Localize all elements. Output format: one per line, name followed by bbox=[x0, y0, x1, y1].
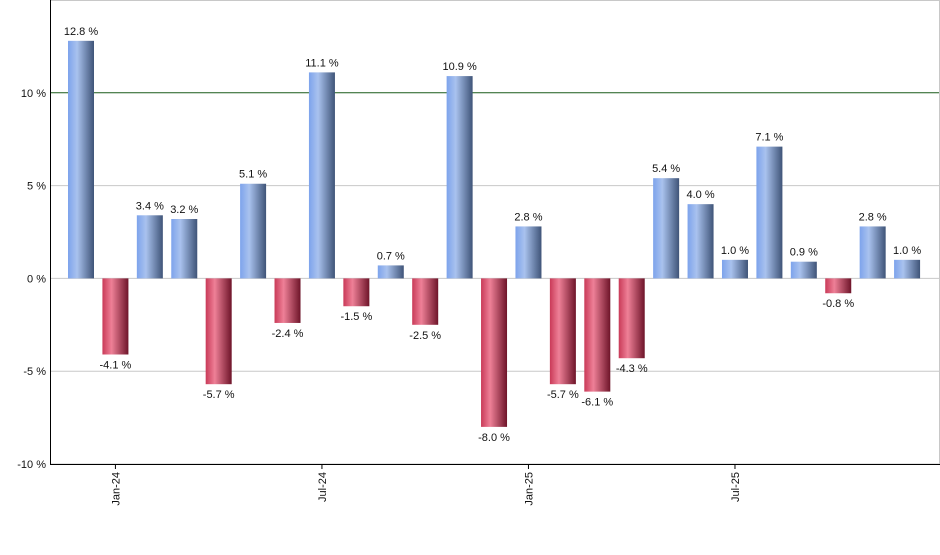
bar bbox=[240, 183, 267, 279]
x-tick-label: Jul-25 bbox=[730, 472, 742, 502]
data-label: 5.4 % bbox=[652, 163, 680, 175]
bar bbox=[687, 204, 714, 279]
data-label: 4.0 % bbox=[686, 189, 714, 201]
bar bbox=[205, 278, 232, 385]
bar bbox=[343, 278, 370, 307]
bar bbox=[171, 219, 198, 279]
data-label: 3.2 % bbox=[170, 204, 198, 216]
y-tick-label: 10 % bbox=[21, 88, 46, 100]
bar bbox=[584, 278, 611, 392]
bar bbox=[653, 178, 680, 279]
bar bbox=[756, 146, 783, 279]
bar bbox=[136, 215, 163, 279]
data-label: 2.8 % bbox=[859, 211, 887, 223]
bar bbox=[825, 278, 852, 294]
bar bbox=[549, 278, 576, 385]
bar bbox=[515, 226, 542, 279]
data-label: 0.7 % bbox=[377, 250, 405, 262]
data-label: 1.0 % bbox=[893, 245, 921, 257]
bar bbox=[377, 265, 404, 279]
data-label: 12.8 % bbox=[64, 26, 98, 38]
data-label: -2.4 % bbox=[272, 328, 304, 340]
bar bbox=[308, 72, 335, 279]
x-tick-label: Jan-25 bbox=[523, 472, 535, 506]
data-label: 2.8 % bbox=[514, 211, 542, 223]
data-label: -1.5 % bbox=[340, 311, 372, 323]
data-label: 11.1 % bbox=[305, 57, 339, 69]
bar bbox=[859, 226, 886, 279]
y-tick-label: -5 % bbox=[23, 366, 46, 378]
bar bbox=[481, 278, 508, 427]
y-tick-label: 5 % bbox=[27, 181, 46, 193]
y-tick-label: -10 % bbox=[17, 459, 46, 471]
data-label: -6.1 % bbox=[581, 397, 613, 409]
bar bbox=[790, 261, 817, 279]
bar bbox=[894, 259, 921, 279]
bar bbox=[274, 278, 301, 323]
bar bbox=[721, 259, 748, 279]
data-label: -0.8 % bbox=[822, 298, 854, 310]
data-label: 10.9 % bbox=[442, 61, 476, 73]
bar bbox=[102, 278, 129, 355]
data-label: 1.0 % bbox=[721, 245, 749, 257]
data-label: 7.1 % bbox=[755, 132, 783, 144]
data-label: 3.4 % bbox=[136, 200, 164, 212]
data-label: -5.7 % bbox=[203, 389, 235, 401]
data-label: -8.0 % bbox=[478, 432, 510, 444]
data-label: -4.3 % bbox=[616, 363, 648, 375]
data-label: 5.1 % bbox=[239, 169, 267, 181]
bar bbox=[68, 40, 94, 279]
data-label: -4.1 % bbox=[100, 359, 132, 371]
bar bbox=[446, 76, 473, 279]
x-tick-label: Jul-24 bbox=[317, 472, 329, 502]
bar bbox=[618, 278, 645, 359]
bar bbox=[412, 278, 439, 325]
data-label: 0.9 % bbox=[790, 247, 818, 259]
y-tick-label: 0 % bbox=[27, 273, 46, 285]
data-label: -5.7 % bbox=[547, 389, 579, 401]
data-label: -2.5 % bbox=[409, 330, 441, 342]
x-tick-label: Jan-24 bbox=[110, 472, 122, 506]
